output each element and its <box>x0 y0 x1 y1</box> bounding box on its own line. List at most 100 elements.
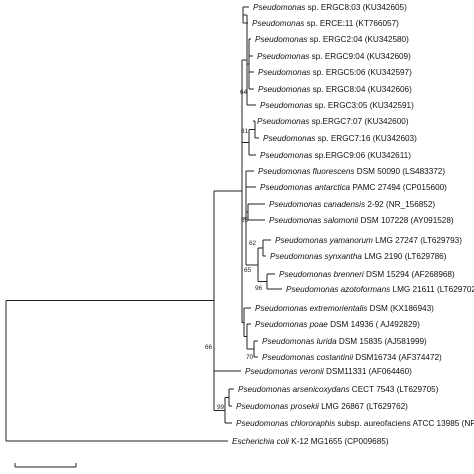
taxon-accession: (AF374472) <box>399 353 443 362</box>
taxon-species: Pseudomonas <box>257 117 309 126</box>
taxon-species: Pseudomonas <box>260 101 312 110</box>
taxon-label: Pseudomonas sp. ERGC9:04 (KU342609) <box>257 52 411 61</box>
taxon-label: Pseudomonas brenneri DSM 15294 (AF268968… <box>279 270 455 279</box>
taxon-strain: sp. ERGC2:04 <box>307 35 364 44</box>
taxon-accession: (KU342591) <box>370 101 414 110</box>
taxon-label: Pseudomonas sp. ERGC8:03 (KU342605) <box>253 3 407 12</box>
taxon-accession: (NR_156852) <box>386 200 435 209</box>
taxon-strain: sp. ERGC8:04 <box>310 85 367 94</box>
taxon-species: Pseudomonas extremorientalis <box>255 304 367 313</box>
taxon-species: Pseudomonas veronii <box>245 367 324 376</box>
taxon-label: Pseudomonas synxantha LMG 2190 (LT629786… <box>270 252 447 261</box>
taxon-label: Pseudomonas sp.ERGC7:07 (KU342600) <box>257 117 409 126</box>
bootstrap-value: 64 <box>240 89 248 96</box>
taxon-strain: sp. ERCE:11 <box>304 19 355 28</box>
taxon-label: Pseudomonas sp.ERGC9:06 (KU342611) <box>260 151 411 160</box>
taxon-label: Pseudomonas antarctica PAMC 27494 (CP015… <box>260 183 447 192</box>
taxon-species: Pseudomonas brenneri <box>279 270 364 279</box>
taxon-species: Pseudomonas <box>253 3 305 12</box>
taxon-species: Pseudomonas <box>255 35 307 44</box>
taxon-label: Pseudomonas poae DSM 14936 ( AJ492829) <box>255 320 420 329</box>
taxon-strain: LMG 27247 <box>373 236 420 245</box>
taxon-strain: LMG 21611 <box>390 285 437 294</box>
taxon-strain: DSM 14936 <box>328 320 376 329</box>
taxon-label: Pseudomonas sp. ERGC8:04 (KU342606) <box>258 85 412 94</box>
taxon-label: Pseudomonas sp. ERGC5:06 (KU342597) <box>258 68 412 77</box>
taxon-label: Pseudomonas yamanorum LMG 27247 (LT62979… <box>275 236 462 245</box>
taxon-strain: sp. ERGC7:16 <box>315 134 372 143</box>
bootstrap-value: 62 <box>249 240 257 247</box>
taxon-species: Pseudomonas antarctica <box>260 183 351 192</box>
taxon-species: Pseudomonas salomonii <box>269 216 358 225</box>
taxon-strain: DSM 107228 <box>358 216 410 225</box>
taxon-accession: (KT766057) <box>356 19 400 28</box>
taxon-strain: DSM 15835 <box>337 337 385 346</box>
taxon-accession: (KU342603) <box>373 134 417 143</box>
taxon-accession: (CP015600) <box>403 183 447 192</box>
taxon-species: Pseudomonas chlororaphis <box>236 419 335 428</box>
bootstrap-value: 96 <box>255 285 263 292</box>
taxon-label: Pseudomonas chlororaphis subsp. aureofac… <box>236 419 474 428</box>
taxon-accession: (KX186943) <box>390 304 434 313</box>
taxon-strain: sp. ERGC8:03 <box>305 3 362 12</box>
taxon-strain: DSM11331 <box>324 367 369 376</box>
taxon-species: Pseudomonas prosekii <box>236 402 319 411</box>
taxon-label: Pseudomonas lurida DSM 15835 (AJ581999) <box>262 337 427 346</box>
bootstrap-value: 65 <box>244 267 252 274</box>
taxon-accession: ( AJ492829) <box>376 320 420 329</box>
taxon-accession: (AY091528) <box>411 216 454 225</box>
taxon-species: Pseudomonas arsenicoxydans <box>238 385 350 394</box>
taxon-label: Pseudomonas extremorientalis DSM (KX1869… <box>255 304 434 313</box>
bootstrap-value: 81 <box>241 128 249 135</box>
taxon-strain: LMG 26867 <box>319 402 366 411</box>
taxon-labels: Pseudomonas sp. ERGC8:03 (KU342605)Pseud… <box>232 3 474 446</box>
taxon-label: Pseudomonas costantinii DSM16734 (AF3744… <box>262 353 442 362</box>
taxon-strain: DSM 50090 <box>355 167 403 176</box>
taxon-strain: sp.ERGC7:07 <box>309 117 364 126</box>
taxon-species: Pseudomonas yamanorum <box>275 236 373 245</box>
taxon-label: Pseudomonas canadensis 2-92 (NR_156852) <box>269 200 435 209</box>
taxon-species: Pseudomonas <box>257 52 309 61</box>
taxon-accession: (KU342597) <box>368 68 412 77</box>
taxon-accession: (CP009685) <box>344 437 388 446</box>
taxon-species: Escherichia coli <box>232 437 289 446</box>
bootstrap-value: 55 <box>241 217 249 224</box>
taxon-species: Pseudomonas <box>252 19 304 28</box>
taxon-label: Pseudomonas sp. ERCE:11 (KT766057) <box>252 19 399 28</box>
taxon-species: Pseudomonas fluorescens <box>258 167 355 176</box>
taxon-label: Pseudomonas arsenicoxydans CECT 7543 (LT… <box>238 385 439 394</box>
taxon-label: Pseudomonas azotoformans LMG 21611 (LT62… <box>286 285 474 294</box>
taxon-strain: DSM <box>367 304 390 313</box>
taxon-accession: (LT629793) <box>420 236 462 245</box>
taxon-accession: (KU342606) <box>368 85 412 94</box>
taxon-strain: sp. ERGC3:05 <box>312 101 369 110</box>
taxon-accession: (KU342611) <box>367 151 411 160</box>
taxon-species: Pseudomonas canadensis <box>269 200 365 209</box>
taxon-label: Pseudomonas veronii DSM11331 (AF064460) <box>245 367 412 376</box>
taxon-accession: (NR_114473) <box>462 419 474 428</box>
bootstrap-value: 99 <box>217 404 225 411</box>
taxon-species: Pseudomonas <box>263 134 315 143</box>
taxon-accession: (KU342605) <box>363 3 407 12</box>
taxon-label: Pseudomonas sp. ERGC2:04 (KU342580) <box>255 35 409 44</box>
taxon-accession: (LS483372) <box>402 167 445 176</box>
scale-bar <box>14 463 77 468</box>
taxon-strain: 2-92 <box>365 200 386 209</box>
taxon-accession: (KU342600) <box>364 117 408 126</box>
taxon-label: Pseudomonas prosekii LMG 26867 (LT629762… <box>236 402 408 411</box>
taxon-species: Pseudomonas costantinii <box>262 353 353 362</box>
bootstrap-values: 64 81 55 62 65 96 70 66 99 <box>205 89 263 411</box>
taxon-strain: sp. ERGC9:04 <box>309 52 366 61</box>
taxon-accession: (LT629762) <box>366 402 408 411</box>
taxon-accession: (KU342609) <box>367 52 411 61</box>
taxon-strain: PAMC 27494 <box>350 183 403 192</box>
taxon-accession: (LT629702) <box>437 285 474 294</box>
taxon-accession: (AF268968) <box>411 270 455 279</box>
taxon-strain: K-12 MG1655 <box>289 437 345 446</box>
bootstrap-value: 66 <box>205 344 213 351</box>
taxon-strain: CECT 7543 <box>350 385 397 394</box>
taxon-species: Pseudomonas synxantha <box>270 252 362 261</box>
taxon-species: Pseudomonas azotoformans <box>286 285 390 294</box>
taxon-strain: sp. ERGC5:06 <box>310 68 367 77</box>
taxon-species: Pseudomonas poae <box>255 320 328 329</box>
